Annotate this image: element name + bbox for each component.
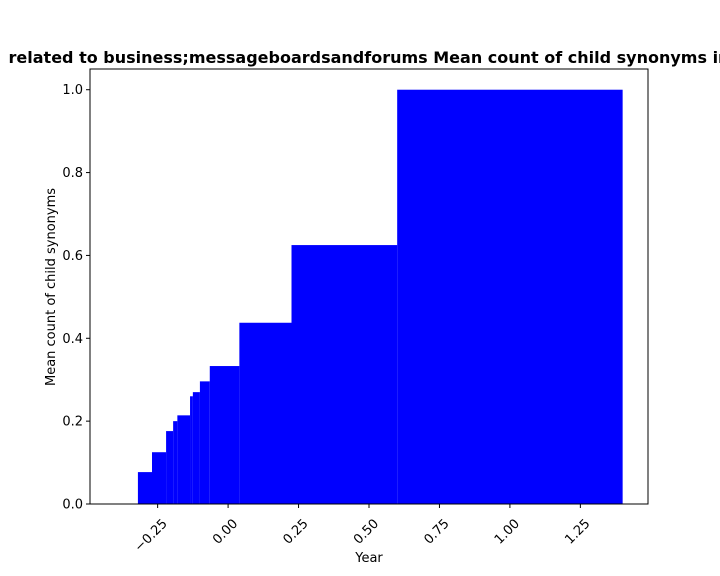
y-tick-label-4: 0.8 [62, 166, 83, 181]
y-axis-ticks: 0.0 0.2 0.4 0.6 0.8 1.0 [62, 83, 90, 513]
bar-6 [190, 396, 193, 504]
y-tick-label-2: 0.4 [62, 332, 83, 347]
y-tick-label-0: 0.0 [62, 498, 83, 513]
bar-2 [239, 322, 292, 504]
x-tick-label-4: 0.75 [421, 516, 452, 547]
x-tick-label-0: −0.25 [132, 516, 171, 555]
x-tick-label-5: 1.00 [492, 516, 523, 547]
x-axis-label: Year [354, 551, 383, 566]
bar-3 [209, 366, 240, 504]
x-tick-label-6: 1.25 [562, 516, 593, 547]
bar-4 [199, 381, 210, 504]
bars-layer [137, 89, 623, 505]
y-tick-label-5: 1.0 [62, 83, 83, 98]
x-tick-label-1: 0.00 [210, 516, 241, 547]
y-tick-label-1: 0.2 [62, 415, 83, 430]
bar-1 [291, 245, 398, 505]
bar-11 [137, 472, 152, 504]
x-tick-label-3: 0.50 [351, 516, 382, 547]
bar-10 [152, 452, 167, 504]
x-axis-ticks: −0.25 0.00 0.25 0.50 0.75 1.00 1.25 [132, 504, 593, 555]
bar-7 [177, 415, 191, 504]
chart-title: related to business;messageboardsandforu… [9, 48, 720, 67]
bar-9 [166, 431, 174, 504]
bar-0 [397, 89, 623, 504]
y-tick-label-3: 0.6 [62, 249, 83, 264]
x-tick-label-2: 0.25 [281, 516, 312, 547]
bar-5 [192, 392, 200, 504]
y-axis-label: Mean count of child synonyms [44, 188, 59, 386]
bar-8 [173, 421, 178, 504]
